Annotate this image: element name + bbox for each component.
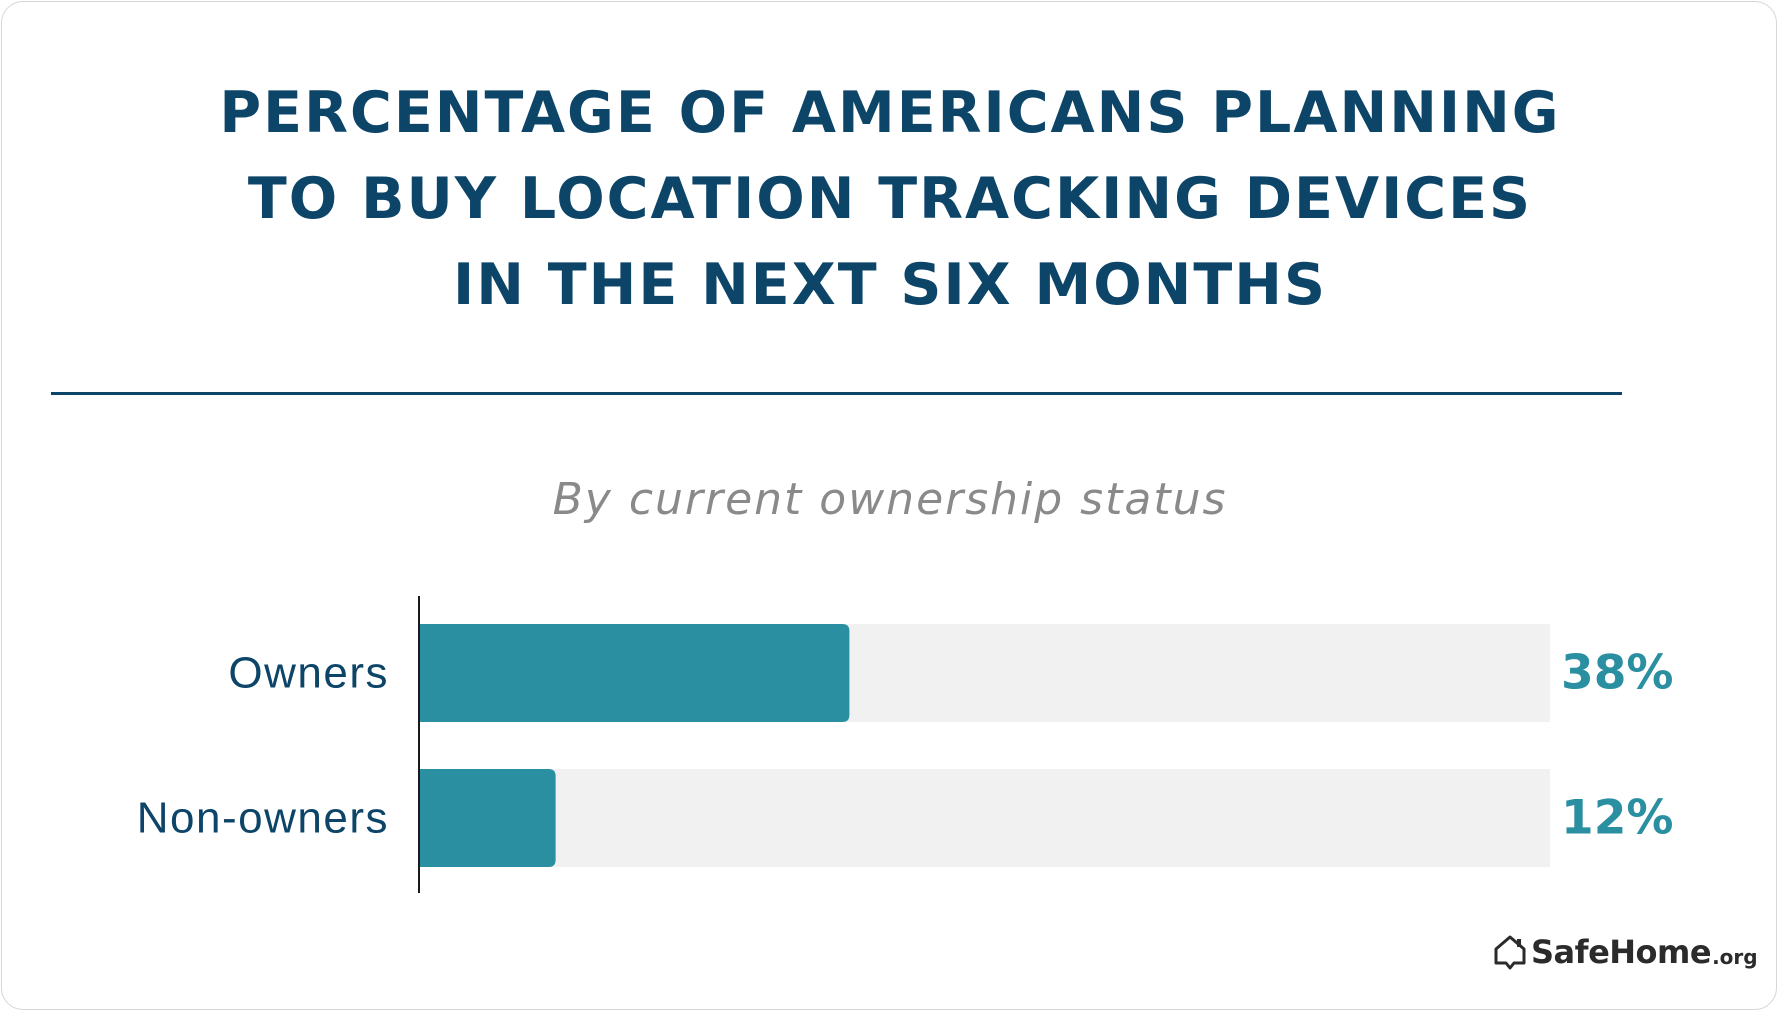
title-line-1: PERCENTAGE OF AMERICANS PLANNING: [219, 80, 1561, 146]
value-label: 38%: [1561, 646, 1674, 701]
title-line-3: IN THE NEXT SIX MONTHS: [452, 252, 1327, 318]
bar-track: [420, 769, 1550, 867]
bar: [420, 769, 556, 867]
safehome-logo: SafeHome .org: [1492, 928, 1758, 976]
logo-name: SafeHome: [1531, 933, 1712, 971]
chart-title: PERCENTAGE OF AMERICANS PLANNING TO BUY …: [0, 70, 1780, 328]
logo-suffix: .org: [1712, 945, 1758, 969]
title-line-2: TO BUY LOCATION TRACKING DEVICES: [247, 166, 1533, 232]
title-divider: [51, 392, 1622, 395]
value-label: 12%: [1561, 791, 1674, 846]
bar: [420, 624, 850, 722]
category-label: Non-owners: [137, 794, 389, 843]
house-shield-icon: [1494, 935, 1526, 970]
chart-subtitle: By current ownership status: [552, 474, 1228, 525]
category-label: Owners: [228, 649, 389, 698]
